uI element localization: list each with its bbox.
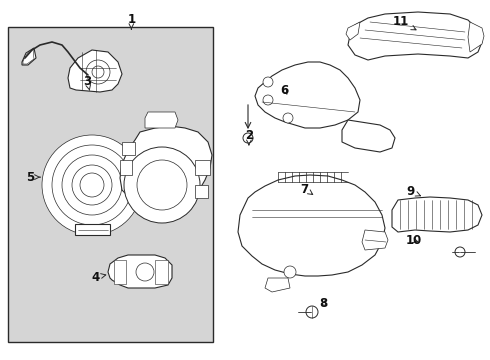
Text: 9: 9 — [407, 185, 420, 198]
Polygon shape — [122, 142, 135, 155]
Circle shape — [455, 247, 465, 257]
Circle shape — [92, 66, 104, 78]
Circle shape — [284, 266, 296, 278]
Polygon shape — [145, 112, 178, 128]
Circle shape — [62, 155, 122, 215]
Text: 7: 7 — [301, 183, 313, 195]
Polygon shape — [265, 278, 290, 292]
Polygon shape — [362, 230, 388, 250]
Polygon shape — [75, 224, 110, 235]
Text: 3: 3 — [83, 75, 91, 90]
Circle shape — [306, 306, 318, 318]
Text: 6: 6 — [280, 84, 288, 96]
Text: 10: 10 — [406, 234, 422, 247]
Text: 4: 4 — [92, 271, 106, 284]
Polygon shape — [348, 12, 482, 60]
Polygon shape — [155, 260, 168, 284]
Polygon shape — [120, 160, 132, 175]
Polygon shape — [392, 197, 482, 232]
Circle shape — [72, 165, 112, 205]
Polygon shape — [120, 126, 212, 205]
Polygon shape — [255, 62, 360, 128]
Polygon shape — [108, 255, 172, 288]
Polygon shape — [22, 48, 36, 65]
Text: 11: 11 — [392, 15, 416, 30]
Text: 5: 5 — [26, 171, 40, 184]
Polygon shape — [114, 260, 126, 284]
Text: 1: 1 — [127, 13, 135, 29]
Circle shape — [263, 77, 273, 87]
Polygon shape — [342, 120, 395, 152]
Polygon shape — [195, 160, 210, 175]
Polygon shape — [47, 158, 135, 224]
Bar — [8, 27, 213, 342]
Text: 2: 2 — [245, 129, 253, 145]
Circle shape — [86, 60, 110, 84]
Polygon shape — [68, 50, 122, 92]
Circle shape — [42, 135, 142, 235]
Circle shape — [263, 95, 273, 105]
Circle shape — [136, 263, 154, 281]
Circle shape — [243, 133, 253, 143]
Polygon shape — [468, 22, 484, 52]
Circle shape — [283, 113, 293, 123]
Polygon shape — [238, 175, 385, 276]
Polygon shape — [195, 185, 208, 198]
Circle shape — [80, 173, 104, 197]
Text: 8: 8 — [319, 297, 327, 310]
Circle shape — [52, 145, 132, 225]
Polygon shape — [346, 22, 360, 40]
Circle shape — [137, 160, 187, 210]
Circle shape — [124, 147, 200, 223]
